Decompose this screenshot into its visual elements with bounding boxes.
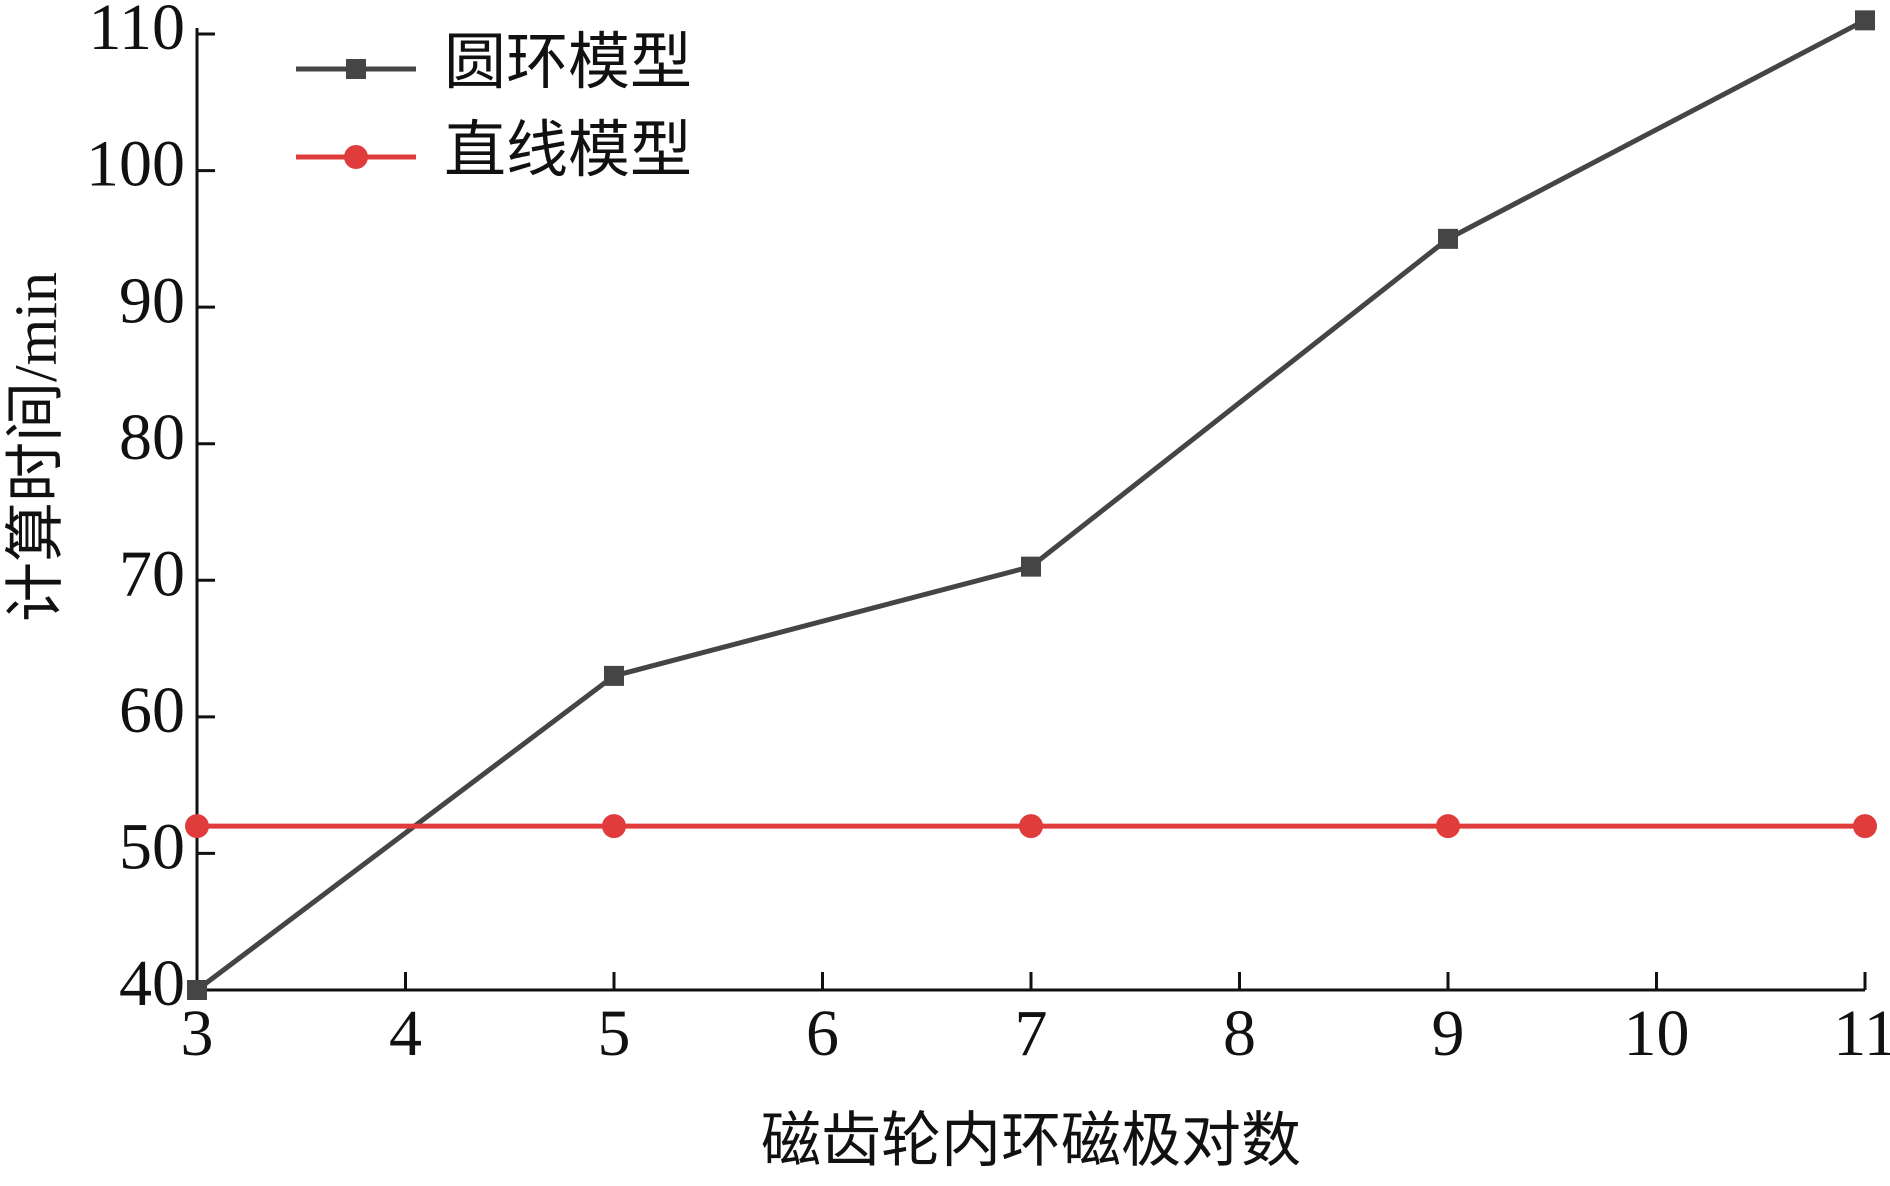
y-tick-label: 70 (119, 537, 185, 610)
x-tick-label: 10 (1624, 997, 1690, 1070)
legend-label: 直线模型 (444, 117, 692, 185)
marker (187, 980, 207, 1000)
x-tick-label: 8 (1223, 997, 1256, 1070)
marker (602, 814, 626, 839)
legend-marker (344, 145, 368, 169)
marker (1438, 228, 1458, 249)
x-tick-label: 4 (389, 997, 422, 1070)
marker (1855, 10, 1875, 31)
y-tick-label: 90 (119, 264, 185, 337)
marker (604, 665, 624, 686)
y-tick-label: 100 (86, 128, 185, 201)
marker (185, 814, 209, 839)
x-tick-label: 9 (1432, 997, 1465, 1070)
x-axis-label: 磁齿轮内环磁极对数 (761, 1108, 1301, 1174)
marker (1021, 556, 1041, 577)
x-tick-label: 6 (806, 997, 839, 1070)
marker (1853, 814, 1877, 839)
legend-marker (346, 59, 366, 79)
x-tick-label: 11 (1833, 997, 1890, 1070)
y-tick-label: 40 (119, 947, 185, 1020)
x-tick-label: 5 (598, 997, 631, 1070)
x-tick-label: 7 (1015, 997, 1048, 1070)
y-tick-label: 60 (119, 674, 185, 747)
marker (1436, 814, 1460, 839)
y-tick-label: 80 (119, 401, 185, 474)
y-tick-label: 110 (88, 0, 185, 64)
marker (1019, 814, 1043, 839)
x-tick-label: 3 (181, 997, 214, 1070)
y-tick-label: 50 (119, 811, 185, 884)
y-axis-label: 计算时间/min (3, 272, 69, 622)
legend-label: 圆环模型 (444, 29, 692, 97)
